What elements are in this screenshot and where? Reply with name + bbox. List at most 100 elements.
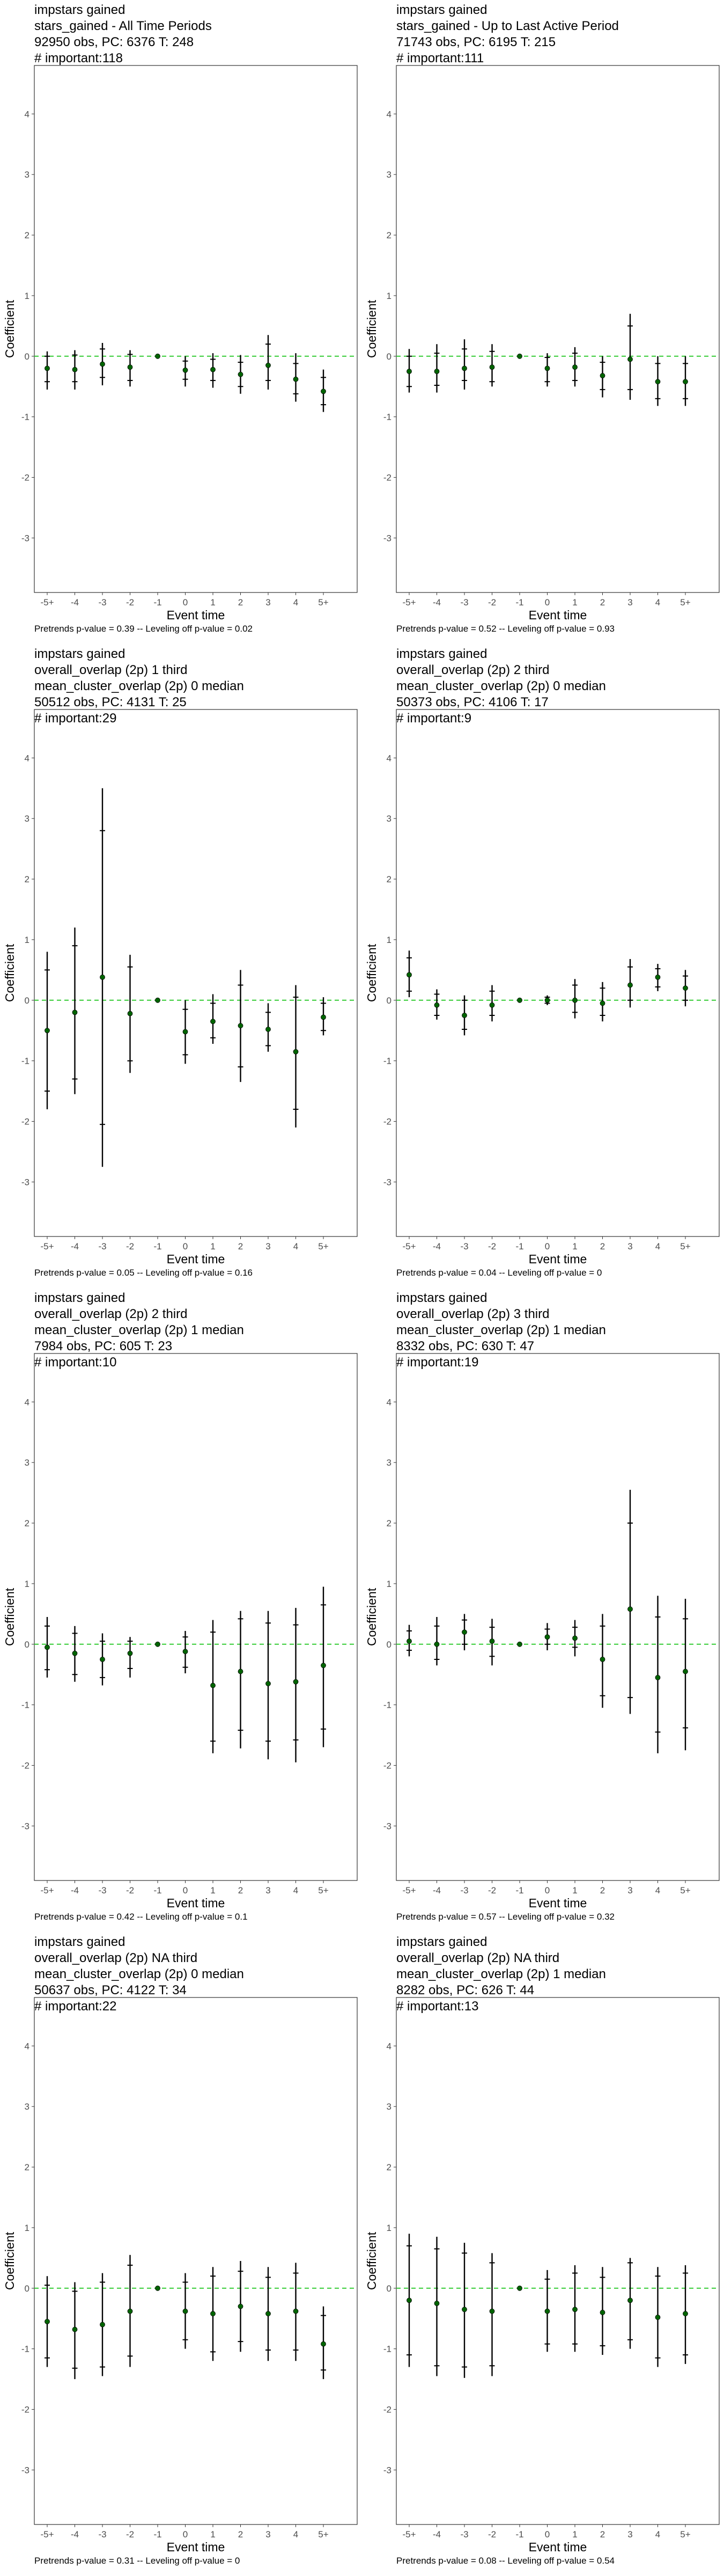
title-line: # important:22 xyxy=(34,1999,117,2014)
chart-title: impstars gained stars_gained - All Time P… xyxy=(34,2,212,67)
y-tick-label: 0 xyxy=(387,1640,391,1650)
coefficient-point xyxy=(210,2311,216,2317)
chart-panel: impstars gained overall_overlap (2p) 3 th… xyxy=(362,1288,724,1932)
x-tick-label: -3 xyxy=(98,2529,106,2540)
x-axis-label: Event time xyxy=(529,1896,587,1910)
x-tick-label: 1 xyxy=(572,1241,577,1252)
x-tick-label: 3 xyxy=(265,1241,270,1252)
x-axis-label: Event time xyxy=(167,1896,225,1910)
x-tick-label: 3 xyxy=(265,1885,270,1896)
y-tick-label: 2 xyxy=(387,2162,391,2172)
coefficient-point xyxy=(238,1023,243,1029)
coefficient-point xyxy=(155,1641,160,1647)
chart-title: impstars gained overall_overlap (2p) NA t… xyxy=(34,1934,244,2015)
coefficient-point xyxy=(321,1014,326,1020)
coefficient-point xyxy=(321,389,326,394)
title-line: # important:13 xyxy=(396,1999,479,2014)
x-tick-label: -3 xyxy=(98,597,106,608)
title-line: impstars gained xyxy=(396,1935,487,1949)
y-tick-label: 2 xyxy=(25,2162,29,2172)
title-line: impstars gained xyxy=(396,3,487,17)
pvalue-footnote: Pretrends p-value = 0.31 -- Leveling off… xyxy=(34,2556,240,2566)
plot-border xyxy=(396,65,720,593)
chart-panel: impstars gained overall_overlap (2p) NA t… xyxy=(0,1932,362,2576)
y-tick-label: -3 xyxy=(21,1177,29,1187)
coefficient-point xyxy=(434,1641,440,1647)
x-axis-label: Event time xyxy=(167,608,225,622)
title-line: # important:29 xyxy=(34,711,117,726)
y-tick-label: -1 xyxy=(383,1056,391,1066)
x-tick-label: 4 xyxy=(293,1241,298,1252)
coefficient-point xyxy=(544,1634,550,1640)
coefficient-point xyxy=(600,1000,605,1006)
x-tick-label: -2 xyxy=(488,1241,496,1252)
coefficient-point xyxy=(655,379,661,385)
coefficient-point xyxy=(100,1657,105,1662)
coefficient-point xyxy=(489,2308,495,2314)
x-tick-label: -1 xyxy=(153,2529,161,2540)
y-axis-label: Coefficient xyxy=(3,1587,17,1646)
plot-border xyxy=(396,1353,720,1881)
coefficient-point xyxy=(627,2297,633,2303)
x-tick-label: 2 xyxy=(600,2529,605,2540)
coefficient-point xyxy=(45,2318,50,2324)
x-tick-label: 0 xyxy=(183,1241,188,1252)
title-line: impstars gained xyxy=(34,1291,125,1305)
coefficient-point xyxy=(100,361,105,367)
plot-border xyxy=(396,709,720,1237)
title-line: stars_gained - Up to Last Active Period xyxy=(396,19,619,33)
y-axis-label: Coefficient xyxy=(365,2231,379,2290)
x-axis-label: Event time xyxy=(529,2540,587,2554)
y-tick-label: 1 xyxy=(25,2223,29,2233)
x-tick-label: -5+ xyxy=(402,2529,416,2540)
x-tick-label: 5+ xyxy=(318,2529,328,2540)
coefficient-point xyxy=(655,2315,661,2320)
title-line: mean_cluster_overlap (2p) 0 median xyxy=(34,1967,244,1981)
coefficient-point xyxy=(293,2308,299,2314)
coefficient-point xyxy=(544,365,550,371)
x-tick-label: 2 xyxy=(238,1241,243,1252)
y-tick-label: 3 xyxy=(25,814,29,824)
y-axis-label: Coefficient xyxy=(365,299,379,358)
x-tick-label: -4 xyxy=(433,2529,441,2540)
x-tick-label: 2 xyxy=(600,597,605,608)
x-axis-label: Event time xyxy=(529,1252,587,1266)
title-line: impstars gained xyxy=(34,647,125,661)
title-line: 8332 obs, PC: 630 T: 47 xyxy=(396,1339,535,1353)
plot-border xyxy=(396,1997,720,2525)
coefficient-point xyxy=(572,997,578,1003)
coefficient-point xyxy=(72,1009,78,1015)
y-tick-label: -1 xyxy=(21,412,29,422)
chart-title: impstars gained overall_overlap (2p) 1 th… xyxy=(34,646,244,727)
y-tick-label: -2 xyxy=(383,1761,391,1771)
coefficient-point xyxy=(600,373,605,378)
x-tick-label: -2 xyxy=(126,2529,134,2540)
coefficient-point xyxy=(182,1029,188,1035)
x-tick-label: 5+ xyxy=(318,1885,328,1896)
y-tick-label: -1 xyxy=(383,2344,391,2354)
title-line: overall_overlap (2p) 2 third xyxy=(34,1307,188,1321)
coefficient-point xyxy=(600,2310,605,2315)
x-tick-label: -5+ xyxy=(40,2529,54,2540)
chart-title: impstars gained overall_overlap (2p) 3 th… xyxy=(396,1290,606,1371)
coefficient-point xyxy=(155,2285,160,2291)
x-tick-label: 2 xyxy=(238,597,243,608)
title-line: # important:111 xyxy=(396,51,484,65)
coefficient-point xyxy=(127,2308,133,2314)
y-tick-label: 4 xyxy=(25,753,29,763)
coefficient-point xyxy=(572,2307,578,2312)
coefficient-point xyxy=(293,1679,299,1685)
x-tick-label: -1 xyxy=(515,1241,523,1252)
y-tick-label: 4 xyxy=(387,1397,391,1407)
chart-panel: impstars gained overall_overlap (2p) 2 th… xyxy=(362,644,724,1288)
y-tick-label: 1 xyxy=(387,291,391,301)
y-tick-label: 2 xyxy=(387,874,391,884)
x-tick-label: 3 xyxy=(627,597,632,608)
x-tick-label: -2 xyxy=(126,597,134,608)
x-tick-label: -4 xyxy=(71,597,79,608)
y-tick-label: 0 xyxy=(25,996,29,1006)
title-line: overall_overlap (2p) NA third xyxy=(396,1951,560,1965)
event-study-plot: -3 -2 -1 0 1 2 3 4 -5+ -4 -3 -2 -1 0 1 2 3 4 5+ Event time C… xyxy=(3,709,358,1266)
x-tick-label: 4 xyxy=(293,2529,298,2540)
title-line: 7984 obs, PC: 605 T: 23 xyxy=(34,1339,173,1353)
